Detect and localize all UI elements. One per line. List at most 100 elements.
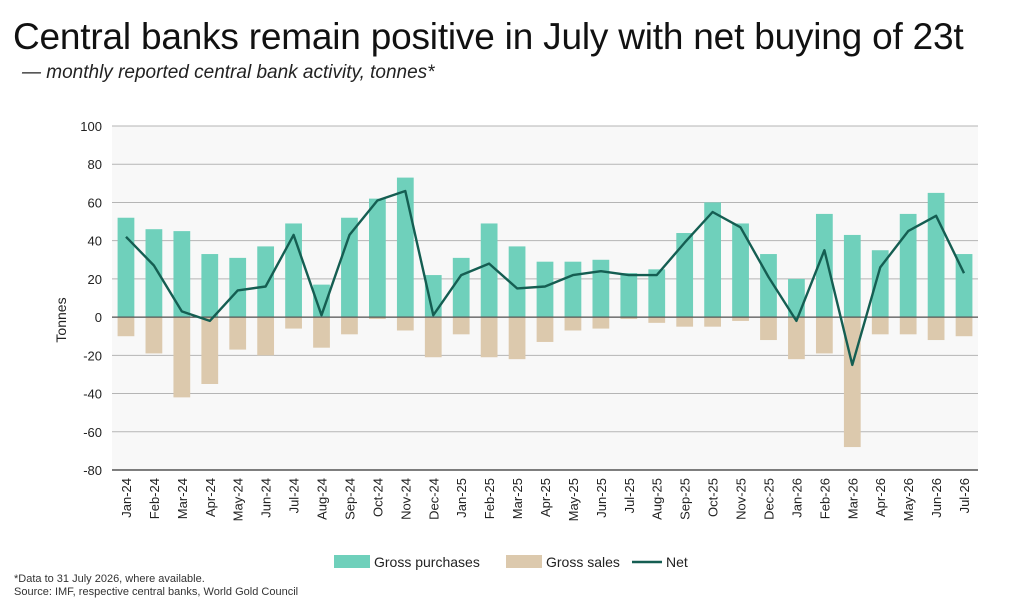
bar-gross-sales	[815, 317, 833, 354]
bar-gross-purchases	[341, 217, 358, 318]
bar-gross-sales	[927, 317, 945, 341]
x-tick-label: Sep-25	[678, 478, 693, 520]
x-tick-label: Feb-24	[147, 478, 162, 519]
bar-gross-sales	[424, 317, 442, 358]
bar-gross-purchases	[871, 250, 889, 318]
bar-gross-sales	[341, 317, 358, 335]
bar-gross-purchases	[424, 275, 442, 318]
chart-container: 100 80 60 40 20 0 -20 -40 -60 -80 Tonnes Jan-24 Feb-…	[0, 100, 1024, 580]
y-tick-label: 0	[95, 310, 102, 325]
x-tick-label: Oct-25	[706, 478, 721, 517]
bar-gross-sales	[452, 317, 470, 335]
y-tick-label: 60	[88, 195, 102, 210]
bar-gross-purchases	[899, 213, 917, 318]
bar-gross-sales	[871, 317, 889, 335]
x-tick-label: Mar-25	[510, 478, 525, 519]
legend-swatch	[506, 555, 542, 568]
y-tick-label: -60	[83, 425, 102, 440]
x-tick-label: Jul-25	[622, 478, 637, 513]
bar-gross-sales	[313, 317, 330, 348]
source-note: Source: IMF, respective central banks, W…	[14, 586, 299, 598]
x-tick-label: Mar-26	[845, 478, 860, 519]
bar-gross-sales	[788, 317, 805, 360]
bar-gross-sales	[173, 317, 191, 398]
x-tick-label: Nov-25	[734, 478, 749, 520]
bar-gross-purchases	[955, 254, 973, 318]
x-tick-label: Aug-25	[650, 478, 665, 520]
bar-gross-purchases	[201, 254, 219, 318]
x-tick-label: Apr-25	[538, 478, 553, 517]
x-tick-label: Apr-26	[873, 478, 888, 517]
bar-gross-sales	[704, 317, 721, 327]
bar-gross-sales	[117, 317, 135, 337]
bar-gross-sales	[676, 317, 694, 327]
bar-gross-purchases	[564, 261, 582, 318]
x-tick-label: May-24	[231, 478, 246, 521]
x-tick-label: Jun-26	[929, 478, 944, 518]
x-tick-label: Feb-26	[817, 478, 832, 519]
x-tick-label: Sep-24	[342, 478, 357, 520]
bar-gross-purchases	[145, 229, 163, 318]
chart-title: Central banks remain positive in July wi…	[13, 16, 964, 57]
legend-swatch	[334, 555, 370, 568]
y-tick-label: 40	[88, 234, 102, 249]
bar-gross-sales	[648, 317, 666, 323]
bar-gross-sales	[955, 317, 973, 337]
bar-gross-sales	[285, 317, 302, 329]
x-tick-label: Jan-24	[119, 478, 134, 518]
bar-gross-purchases	[480, 223, 498, 318]
y-tick-label: -40	[83, 387, 102, 402]
x-tick-label: Jan-26	[789, 478, 804, 518]
x-tick-label: Apr-24	[203, 478, 218, 517]
x-tick-label: Nov-24	[398, 478, 413, 520]
bar-gross-sales	[229, 317, 247, 350]
bar-gross-purchases	[648, 269, 666, 318]
bar-gross-sales	[257, 317, 275, 356]
bar-gross-sales	[396, 317, 414, 331]
bar-gross-purchases	[927, 192, 945, 318]
x-tick-label: Dec-24	[426, 478, 441, 520]
x-tick-label: Feb-25	[482, 478, 497, 519]
y-tick-label: 20	[88, 272, 102, 287]
bar-gross-purchases	[704, 202, 721, 318]
bar-gross-purchases	[843, 234, 861, 318]
x-tick-label: Jan-25	[454, 478, 469, 518]
legend-label: Gross sales	[546, 554, 620, 570]
bar-gross-sales	[592, 317, 610, 329]
bar-gross-sales	[480, 317, 498, 358]
x-tick-label: Oct-24	[370, 478, 385, 517]
bar-gross-sales	[564, 317, 582, 331]
bar-gross-purchases	[313, 284, 330, 318]
net-line	[125, 189, 966, 367]
bar-gross-purchases	[508, 246, 526, 318]
y-tick-label: -80	[83, 463, 102, 478]
bar-gross-purchases	[592, 259, 610, 318]
footnote: *Data to 31 July 2026, where available.	[14, 573, 205, 585]
bar-gross-purchases	[620, 273, 638, 318]
chart-svg: 100 80 60 40 20 0 -20 -40 -60 -80 Tonnes Jan-24 Feb-…	[53, 119, 978, 570]
bar-gross-sales	[369, 317, 386, 320]
x-tick-label: Jun-25	[594, 478, 609, 518]
bar-gross-purchases	[369, 198, 386, 318]
x-tick-label: May-26	[901, 478, 916, 521]
bar-gross-purchases	[173, 231, 191, 318]
bar-gross-purchases	[815, 213, 833, 318]
bar-gross-purchases	[117, 217, 135, 318]
bar-gross-purchases	[732, 223, 749, 318]
bar-gross-sales	[536, 317, 554, 342]
bar-gross-sales	[760, 317, 777, 341]
chart-subtitle: — monthly reported central bank activity…	[22, 62, 435, 83]
bar-gross-sales	[201, 317, 219, 384]
legend-label: Gross purchases	[374, 554, 480, 570]
y-tick-label: -20	[83, 348, 102, 363]
x-tick-label: Aug-24	[315, 478, 330, 520]
bar-gross-purchases	[396, 177, 414, 318]
y-tick-label: 80	[88, 157, 102, 172]
bar-gross-sales	[899, 317, 917, 335]
bar-gross-purchases	[452, 257, 470, 318]
x-tick-label: Mar-24	[175, 478, 190, 519]
x-tick-label: Jun-24	[259, 478, 274, 518]
bar-gross-sales	[732, 317, 749, 321]
x-tick-label: Jul-26	[957, 478, 972, 513]
bar-gross-sales	[620, 317, 638, 320]
